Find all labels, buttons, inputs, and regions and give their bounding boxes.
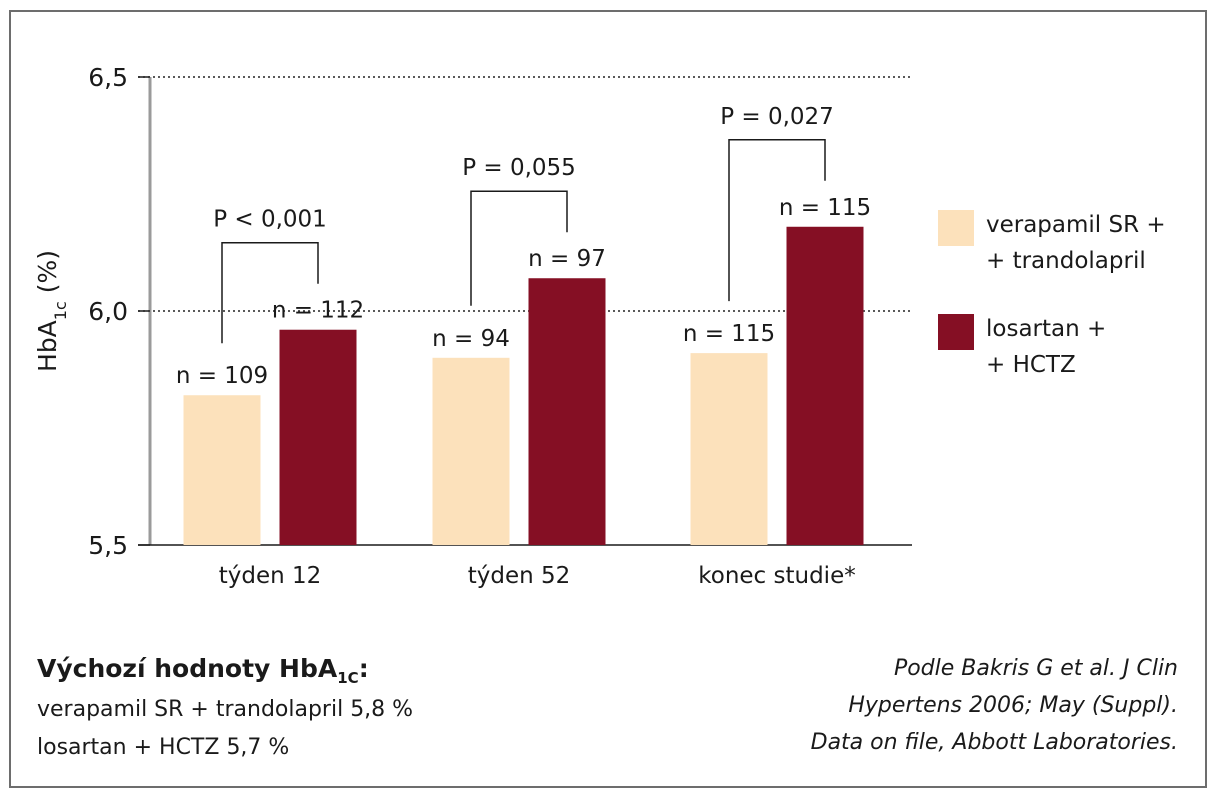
n-label: n = 94	[432, 326, 510, 352]
legend-label-verapamil-2: + trandolapril	[986, 248, 1146, 274]
source-line-3: Data on file, Abbott Laboratories.	[810, 730, 1178, 755]
x-tick-labels: týden 12 týden 52 konec studie*	[219, 563, 856, 589]
bars	[183, 226, 864, 545]
bar-verapamil	[432, 357, 510, 545]
bar-losartan	[528, 278, 606, 545]
p-value-label: P = 0,055	[462, 155, 576, 181]
legend-label-losartan-1: losartan +	[986, 316, 1107, 342]
y-tick-label: 5,5	[88, 531, 128, 560]
bar-losartan	[279, 329, 357, 545]
bar-verapamil	[690, 353, 768, 545]
legend-swatch-verapamil	[938, 210, 974, 246]
x-tick-label: týden 52	[468, 563, 571, 589]
n-label: n = 109	[176, 363, 268, 389]
n-label: n = 112	[272, 298, 364, 324]
p-value-label: P = 0,027	[720, 104, 834, 130]
y-axis-label: HbA1c (%)	[33, 250, 70, 372]
source-line-2: Hypertens 2006; May (Suppl).	[848, 693, 1178, 718]
baseline-losartan: losartan + HCTZ 5,7 %	[37, 735, 290, 760]
legend-label-losartan-2: + HCTZ	[986, 352, 1076, 378]
source-line-1: Podle Bakris G et al. J Clin	[893, 656, 1178, 681]
n-label: n = 97	[528, 246, 606, 272]
y-ticks: 5,5 6,0 6,5	[88, 63, 150, 560]
p-value-label: P < 0,001	[213, 207, 327, 233]
significance-brackets: P < 0,001 P = 0,055 P = 0,027	[213, 104, 834, 344]
baseline-verapamil: verapamil SR + trandolapril 5,8 %	[37, 697, 414, 722]
significance-bracket	[728, 139, 826, 302]
gridlines	[138, 76, 912, 312]
bar-verapamil	[183, 395, 261, 545]
y-tick-label: 6,5	[88, 63, 128, 92]
legend-label-verapamil-1: verapamil SR +	[986, 212, 1166, 238]
n-label: n = 115	[779, 195, 871, 221]
x-tick-label: týden 12	[219, 563, 322, 589]
bar-losartan	[786, 226, 864, 545]
n-labels: n = 109 n = 112 n = 94 n = 97 n = 115 n = 115	[176, 195, 871, 389]
significance-bracket	[221, 241, 319, 344]
x-tick-label: konec studie*	[698, 563, 855, 589]
baseline-title: Výchozí hodnoty HbA1C:	[37, 654, 369, 687]
y-tick-label: 6,0	[88, 297, 128, 326]
n-label: n = 115	[683, 321, 775, 347]
significance-bracket	[470, 190, 568, 306]
legend-swatch-losartan	[938, 314, 974, 350]
